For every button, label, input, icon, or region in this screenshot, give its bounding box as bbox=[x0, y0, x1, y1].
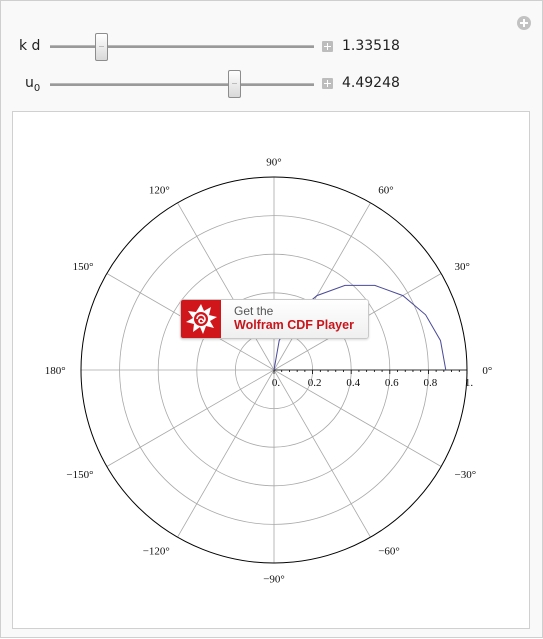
kd-slider-thumb[interactable] bbox=[95, 33, 109, 61]
u0-expand-icon[interactable] bbox=[322, 78, 333, 89]
angle-label: 150° bbox=[73, 261, 94, 273]
angle-label: 120° bbox=[149, 185, 170, 197]
cdf-banner-line2: Wolfram CDF Player bbox=[234, 318, 354, 332]
radial-tick-label: 0. bbox=[272, 377, 281, 389]
grid-spoke bbox=[177, 202, 275, 371]
cdf-banner-line1: Get the bbox=[234, 304, 274, 318]
u0-label-text: u bbox=[25, 75, 34, 91]
spikey-swirl bbox=[196, 314, 206, 324]
kd-expand-icon[interactable] bbox=[322, 41, 333, 52]
grid-spoke bbox=[177, 369, 275, 538]
radial-tick-label: 0.2 bbox=[308, 377, 322, 389]
angle-label: −30° bbox=[455, 469, 477, 481]
grid-spoke bbox=[273, 369, 371, 538]
kd-label: k d bbox=[19, 38, 40, 54]
polar-plot: 0° 30° 60° 90° 120° 150° 180° −150° −120° −90° −60… bbox=[45, 157, 493, 586]
angle-label: −90° bbox=[263, 573, 285, 585]
u0-value: 4.49248 bbox=[342, 75, 400, 91]
u0-slider-track[interactable] bbox=[50, 83, 314, 86]
add-icon[interactable] bbox=[517, 16, 531, 30]
angle-label: −150° bbox=[66, 469, 93, 481]
polar-labels: 0° 30° 60° 90° 120° 150° 180° −150° −120° −90° −60… bbox=[45, 157, 493, 586]
radial-tick-label: 1. bbox=[465, 377, 474, 389]
angle-label: −60° bbox=[378, 546, 400, 558]
radial-tick-label: 0.4 bbox=[346, 377, 360, 389]
kd-slider-track[interactable] bbox=[50, 45, 314, 48]
angle-label: 180° bbox=[45, 365, 66, 377]
cdf-player-banner[interactable]: Get the Wolfram CDF Player bbox=[180, 299, 369, 339]
angle-label: 60° bbox=[378, 185, 393, 197]
u0-label-subscript: 0 bbox=[33, 82, 41, 94]
wolfram-spikey-icon bbox=[181, 300, 221, 338]
grid-spoke bbox=[273, 369, 442, 467]
angle-label: 0° bbox=[482, 365, 492, 377]
grid-spoke bbox=[106, 369, 275, 467]
polar-grid bbox=[80, 176, 468, 564]
u0-slider-thumb[interactable] bbox=[228, 70, 242, 98]
kd-value: 1.33518 bbox=[342, 38, 400, 54]
angle-label: 30° bbox=[455, 261, 470, 273]
kd-label-text: k d bbox=[19, 38, 41, 54]
plot-area: 0° 30° 60° 90° 120° 150° 180° −150° −120° −90° −60… bbox=[12, 111, 530, 629]
u0-label: u0 bbox=[25, 75, 40, 94]
wolfram-spikey-svg bbox=[186, 304, 217, 334]
angle-label: 90° bbox=[266, 157, 281, 169]
radial-tick-label: 0.8 bbox=[424, 377, 438, 389]
grid-spoke bbox=[273, 202, 371, 371]
radial-tick-label: 0.6 bbox=[385, 377, 399, 389]
angle-label: −120° bbox=[143, 546, 170, 558]
